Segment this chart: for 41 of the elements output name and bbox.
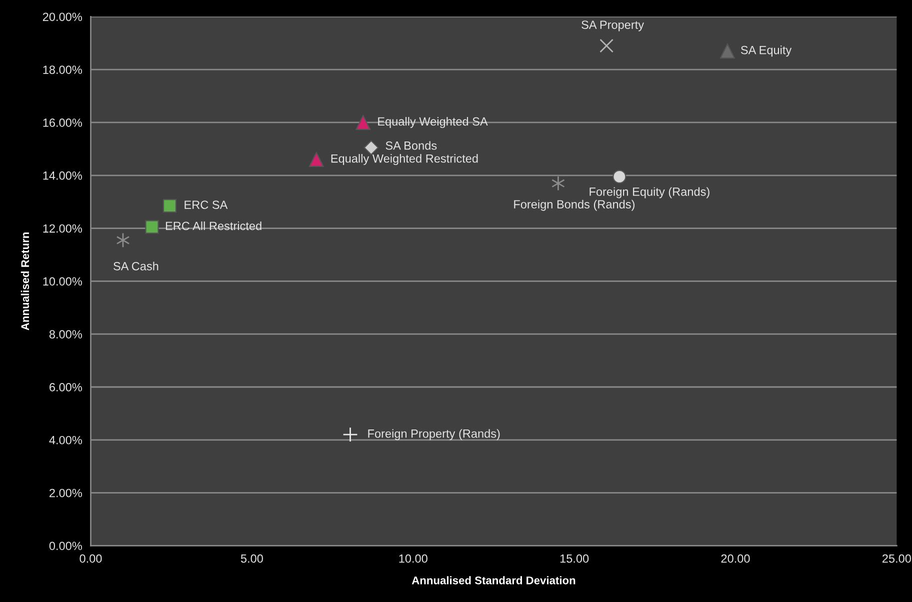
point [551, 176, 565, 191]
y-tick-label: 16.00% [43, 118, 82, 127]
point [612, 170, 626, 184]
x-tick-label: 5.00 [240, 554, 263, 563]
x-tick-label: 25.00 [882, 554, 911, 563]
point [720, 44, 735, 59]
series-label: Equally Weighted SA [378, 116, 488, 128]
point [116, 232, 130, 248]
point [342, 426, 358, 442]
text: Foreign Equity (Rands) [590, 187, 710, 198]
x-tick-label: 0.00 [80, 554, 102, 563]
point [145, 220, 159, 234]
y-tick-label: 20.00% [42, 12, 82, 22]
x-axis-title: Annualised Standard Deviation [412, 576, 576, 584]
series-label: Foreign Bonds (Rands) [514, 200, 634, 211]
series-label: SA Bonds [386, 141, 437, 150]
point [356, 114, 371, 130]
series-label: ERC SA [184, 200, 228, 209]
y-tick-label: 4.00% [49, 436, 82, 444]
y-tick-label: 6.00% [50, 383, 82, 392]
y-axis-title: Annualised Return [20, 232, 30, 330]
point [308, 152, 324, 168]
x-tick-label: 15.00 [560, 554, 589, 563]
y-tick-label: 14.00% [43, 171, 82, 180]
series-label: SA Property [582, 20, 644, 32]
point [364, 140, 379, 156]
x-tick-label: 20.00 [721, 554, 750, 563]
series-label: Foreign Property (Rands) [368, 429, 500, 440]
series-label: SA Equity [740, 46, 792, 57]
series-label: Equally Weighted Restricted [331, 154, 478, 166]
y-tick-label: 0.00% [49, 542, 82, 550]
y-tick-label: 12.00% [43, 224, 82, 233]
y-tick-label: 2.00% [50, 488, 82, 498]
x-tick-label: 10.00 [399, 554, 428, 563]
y-tick-label: 8.00% [49, 330, 82, 338]
point [162, 199, 177, 213]
series-label: SA Cash [114, 262, 158, 270]
y-tick-label: 18.00% [43, 66, 82, 74]
series-label: ERC All Restricted [166, 221, 262, 230]
point [600, 38, 614, 53]
y-tick-label: 10.00% [43, 277, 82, 286]
